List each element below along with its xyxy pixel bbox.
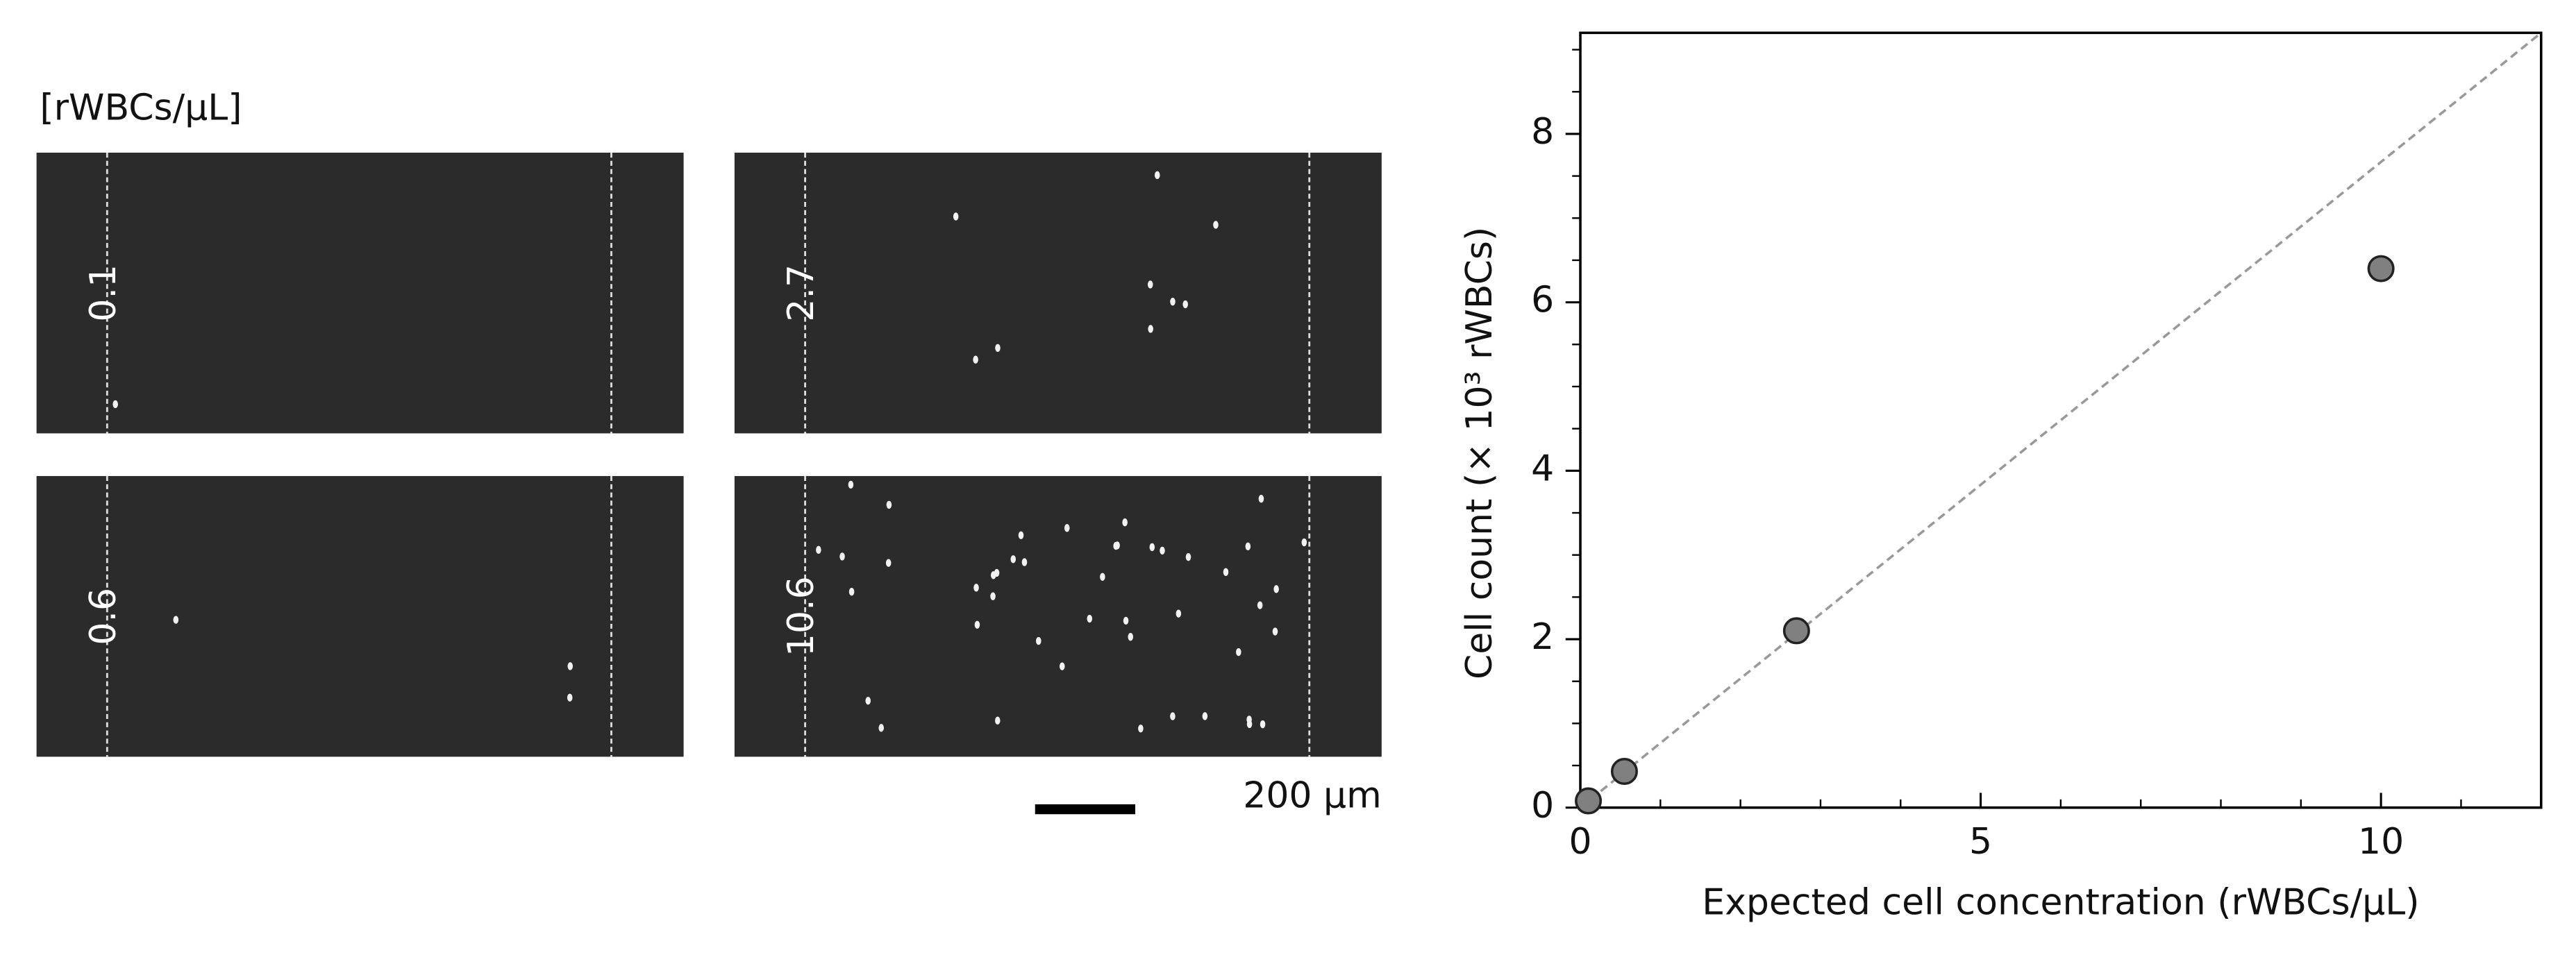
cell	[1087, 614, 1093, 623]
cell	[885, 559, 892, 567]
cell	[1170, 712, 1176, 720]
cell	[112, 400, 118, 409]
y-tick-label: 8	[1531, 111, 1554, 153]
cell	[1021, 558, 1028, 566]
cell	[865, 697, 871, 705]
cell	[567, 662, 574, 670]
cell	[1245, 542, 1251, 551]
micrograph: 0.1	[36, 152, 684, 434]
y-tick-label: 0	[1531, 785, 1554, 827]
cell	[839, 552, 845, 561]
cell	[1258, 495, 1264, 503]
cell	[1122, 518, 1128, 527]
data-point	[1610, 758, 1638, 786]
cell	[974, 620, 980, 629]
unit-label: [rWBCs/µL]	[40, 87, 242, 128]
cell	[1182, 300, 1189, 309]
cell	[1010, 555, 1017, 564]
cell	[1176, 609, 1182, 618]
micrograph-panels: 0.1 2.7 0.6 10.6	[36, 152, 1382, 757]
cell	[1236, 647, 1241, 657]
y-tick-label: 6	[1531, 280, 1554, 321]
x-tick-label: 5	[1969, 821, 1992, 863]
data-point	[2367, 255, 2395, 282]
cell	[816, 545, 821, 554]
cell	[1138, 725, 1144, 733]
cell	[1273, 585, 1279, 593]
plot-frame	[1579, 31, 2543, 809]
cell	[1123, 616, 1129, 625]
cell	[1202, 712, 1208, 720]
cell	[1059, 662, 1065, 670]
x-tick-label: 10	[2358, 821, 2404, 863]
cell	[1114, 541, 1120, 550]
cell	[1160, 546, 1165, 555]
data-point	[1782, 617, 1810, 645]
cell	[1100, 573, 1105, 581]
y-axis-label: Cell count (× 10³ rWBCs)	[1459, 227, 1500, 679]
cell	[1272, 627, 1278, 636]
cell	[973, 355, 978, 364]
micrograph: 2.7	[734, 152, 1382, 434]
cell	[1257, 601, 1263, 609]
cell	[1223, 568, 1229, 576]
cell	[990, 592, 996, 600]
y-tick-label: 4	[1531, 448, 1554, 489]
micrograph: 0.6	[36, 475, 684, 757]
cell	[973, 584, 979, 592]
cell	[1018, 531, 1024, 539]
micrograph-background	[734, 475, 1382, 757]
micrograph-background	[36, 475, 684, 757]
cell	[1149, 543, 1155, 552]
reference-line	[1579, 31, 2542, 809]
cell	[1301, 538, 1307, 547]
cell	[1185, 552, 1191, 561]
micrograph-background	[36, 152, 684, 434]
x-axis-label: Expected cell concentration (rWBCs/µL)	[1702, 881, 2419, 923]
cell	[1128, 633, 1134, 641]
cell	[1154, 171, 1160, 180]
cell	[886, 500, 892, 509]
y-tick-label: 2	[1531, 616, 1554, 658]
cell	[173, 616, 179, 624]
micrograph: 10.6	[734, 475, 1382, 757]
cell	[1064, 524, 1070, 532]
cell	[848, 480, 854, 489]
cell	[848, 588, 855, 596]
cell	[1170, 297, 1176, 306]
micrograph-background	[734, 152, 1382, 434]
cell	[953, 212, 959, 221]
cell	[1246, 720, 1253, 729]
panel-label: 0.6	[83, 588, 124, 645]
cell	[1213, 221, 1219, 229]
panel-label: 0.1	[83, 264, 124, 322]
x-tick-label: 0	[1569, 821, 1591, 863]
cell	[1147, 280, 1153, 289]
cell	[878, 724, 884, 732]
cell	[1035, 636, 1042, 645]
cell	[1260, 720, 1266, 729]
data-point	[1575, 787, 1603, 815]
scatter-plot: 0 5 10 0 2 4 6 8 Expected cell concentration (rW…	[1459, 31, 2543, 923]
cell	[990, 571, 996, 579]
cell	[1148, 325, 1153, 333]
panel-label: 10.6	[780, 576, 822, 657]
panel-label: 2.7	[780, 264, 822, 322]
cell	[994, 716, 1001, 725]
cell	[995, 344, 1001, 353]
cell	[567, 693, 573, 702]
scale-bar-label: 200 µm	[1243, 775, 1382, 817]
